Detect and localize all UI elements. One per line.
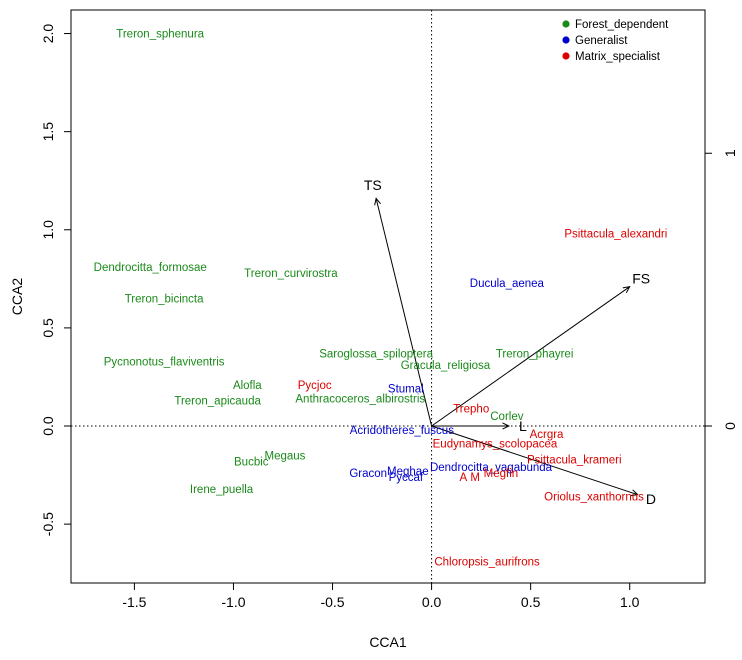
x-tick-label: 0.5 xyxy=(521,594,541,610)
plot-area-frame xyxy=(70,9,706,584)
right-tick-label: 0 xyxy=(722,422,738,430)
species-point: Dendrocitta_formosae xyxy=(94,262,207,274)
species-point: Acrgra xyxy=(530,429,564,441)
legend-marker xyxy=(562,20,570,28)
species-point: Treron_curvirostra xyxy=(244,268,338,280)
y-axis-title: CCA2 xyxy=(9,278,25,316)
vector-arrow-ts xyxy=(375,198,433,427)
legend-entry: Matrix_specialist xyxy=(575,51,661,63)
y-tick-label: 1.5 xyxy=(40,122,56,142)
species-point: Gracula_religiosa xyxy=(401,360,491,372)
species-point: Psittacula_alexandri xyxy=(564,229,667,241)
vector-label-d: D xyxy=(646,491,656,507)
vector-arrow-fs xyxy=(431,286,631,427)
x-tick-label: -0.5 xyxy=(320,594,344,610)
species-point: Oriolus_xanthornus xyxy=(544,492,644,504)
x-tick-label: -1.0 xyxy=(221,594,245,610)
species-point: M xyxy=(470,472,480,484)
vector-label-l: L xyxy=(519,418,527,434)
legend-entry: Generalist xyxy=(575,35,628,47)
vector-arrowhead xyxy=(502,422,511,430)
vector-arrowhead xyxy=(630,489,639,497)
species-point: Corlev xyxy=(490,411,523,423)
vector-label-ts: TS xyxy=(364,177,382,193)
species-point: Pyccaf xyxy=(389,472,424,484)
species-point: A xyxy=(459,472,467,484)
species-point: Eudynamys_scolopacea xyxy=(433,439,558,451)
species-point: Psittacula_krameri xyxy=(527,454,622,466)
y-tick-label: 1.0 xyxy=(40,220,56,240)
x-tick-label: 1.0 xyxy=(620,594,640,610)
legend-marker xyxy=(562,36,570,44)
species-point: Pycjoc xyxy=(298,380,332,392)
species-point: Acridotheres_fuscus xyxy=(350,425,454,437)
vector-arrowhead xyxy=(622,286,631,294)
y-axis: -0.5 0.0 0.5 1.0 1.5 2.0 xyxy=(40,24,71,536)
vector-label-fs: FS xyxy=(632,271,650,287)
x-tick-label: -1.5 xyxy=(122,594,146,610)
right-tick-label: 1 xyxy=(722,149,738,157)
legend-marker xyxy=(562,52,570,60)
environmental-vectors: TS FS L D xyxy=(364,177,656,507)
species-point: Treron_phayrei xyxy=(496,348,574,360)
species-point: Gracon xyxy=(349,468,387,480)
species-point: Megfin xyxy=(484,468,519,480)
species-point: Megaus xyxy=(265,450,306,462)
y-tick-label: 2.0 xyxy=(40,24,56,44)
species-labels: Treron_sphenura Dendrocitta_formosae Trero… xyxy=(94,29,668,569)
species-point: Stumal xyxy=(388,384,424,396)
species-point: Treron_sphenura xyxy=(116,29,204,41)
vector-arrowhead xyxy=(374,197,381,206)
species-point: Pycnonotus_flaviventris xyxy=(104,356,225,368)
species-point: Dendrocitta_vagabunda xyxy=(430,462,553,474)
species-point: Chloropsis_aurifrons xyxy=(434,556,540,568)
species-point: Anthracoceros_albirostris xyxy=(295,394,425,406)
species-point: Irene_puella xyxy=(190,484,254,496)
legend-entry: Forest_dependent xyxy=(575,19,669,31)
species-point: Meghae xyxy=(387,466,429,478)
species-point: Trepho xyxy=(453,403,489,415)
y-tick-label: 0.0 xyxy=(40,416,56,436)
x-axis: -1.5 -1.0 -0.5 0.0 0.5 1.0 xyxy=(122,583,640,610)
y-tick-label: 0.5 xyxy=(40,318,56,338)
species-point: Treron_apicauda xyxy=(174,396,261,408)
y-tick-label: -0.5 xyxy=(40,512,56,536)
species-point: Treron_bicincta xyxy=(125,293,204,305)
vector-arrow-d xyxy=(431,425,638,496)
x-tick-label: 0.0 xyxy=(422,594,442,610)
species-point: Bucbic xyxy=(234,456,269,468)
species-point: Ducula_aenea xyxy=(470,278,545,290)
legend: Forest_dependent Generalist Matrix_special… xyxy=(562,19,669,63)
x-axis-title: CCA1 xyxy=(369,634,407,650)
species-point: Saroglossa_spiloptera xyxy=(319,348,433,360)
right-axis: 01 xyxy=(705,149,738,430)
species-point: Alofla xyxy=(233,380,262,392)
